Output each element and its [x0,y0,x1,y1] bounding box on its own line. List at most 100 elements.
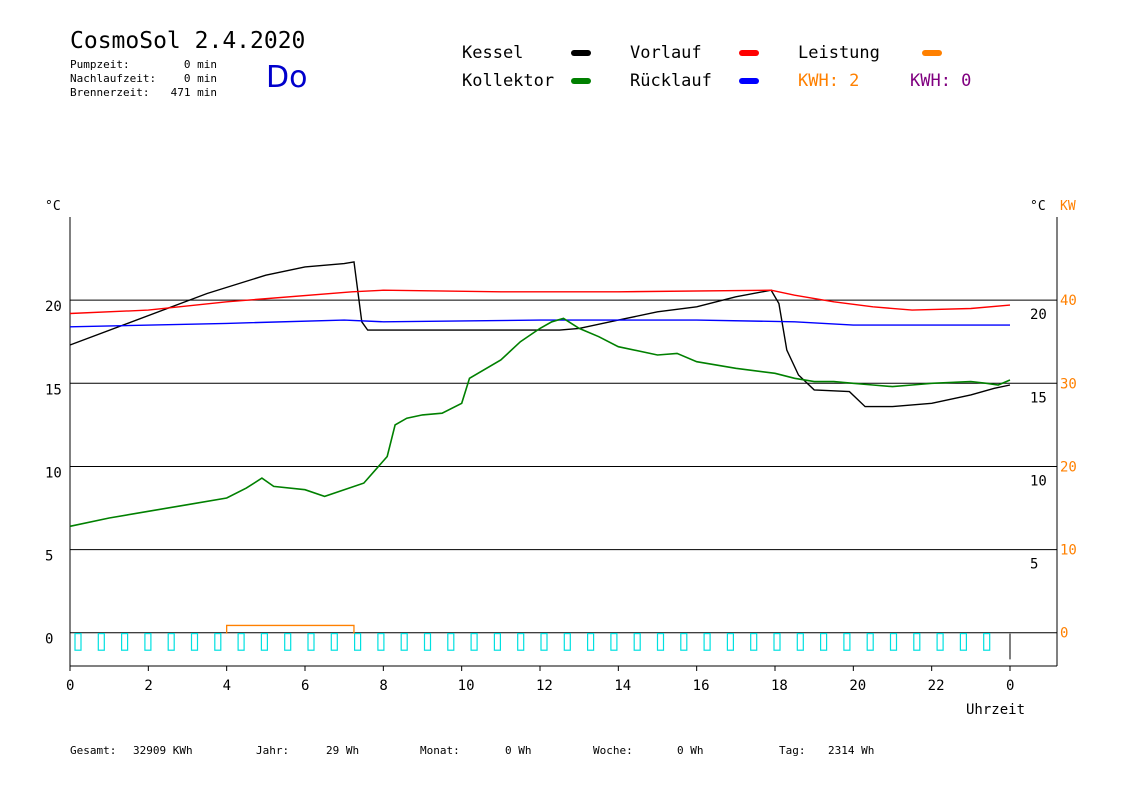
pump-marker [97,632,105,651]
pump-marker [74,632,82,651]
y-tick-kw: 40 [1060,293,1077,309]
pump-marker [167,632,175,651]
pump-marker [913,632,921,651]
legend-label-leistung: Leistung [798,43,880,63]
footer-value-jahr: 29 Wh [326,744,360,757]
y-tick-right: 20 [1030,307,1047,323]
series-kessel [69,261,1011,408]
kwh-value-2: KWH: 0 [910,71,972,91]
x-tick-label: 12 [536,678,553,694]
x-tick-label: 0 [1006,678,1014,694]
legend-swatch-vorlauf [739,50,759,56]
pump-marker [563,632,571,651]
pump-marker [819,632,828,651]
pump-marker [773,632,781,651]
y-tick-kw: 30 [1060,376,1077,392]
kwh-value-1: KWH: 2 [798,71,860,91]
pump-marker [377,632,385,651]
x-tick-label: 8 [379,678,387,694]
pump-marker [120,632,129,651]
y-tick-right: 15 [1030,390,1047,406]
pump-marker [447,632,455,651]
pump-marker [983,632,991,651]
pump-marker [889,632,898,651]
pump-marker [144,632,152,651]
legend-label-kollektor: Kollektor [462,71,555,91]
info-label: Nachlaufzeit: [70,72,157,85]
y-axis-label-right: °C [1030,199,1046,214]
pump-marker [237,632,245,651]
info-label: Brennerzeit: [70,86,150,99]
info-row: Nachlaufzeit: [70,72,156,86]
footer-value-monat: 0 Wh [505,744,532,757]
pump-marker [656,632,665,651]
pump-marker [214,632,222,651]
pump-marker [540,632,548,651]
x-tick-label: 16 [693,678,710,694]
info-row: Pumpzeit: [70,58,130,72]
pump-marker [866,632,874,651]
pump-marker [423,632,432,651]
pump-marker [843,632,851,651]
footer-label-monat: Monat: [420,744,460,757]
pump-marker [517,632,525,651]
pump-marker [400,632,408,651]
pump-marker [307,632,315,651]
pump-marker [493,632,501,651]
y-tick-left: 15 [45,382,62,398]
pump-marker [680,632,688,651]
pump-marker [726,632,735,651]
pump-marker [354,632,362,651]
info-value: 471 min [170,86,217,99]
y-tick-left: 10 [45,465,62,481]
y-tick-kw: 20 [1060,459,1077,475]
x-axis-label: Uhrzeit [966,702,1025,718]
x-tick-label: 22 [928,678,945,694]
y-tick-left: 0 [45,632,53,648]
info-label: Pumpzeit: [70,58,130,71]
x-tick-label: 6 [301,678,309,694]
footer-label-tag: Tag: [779,744,806,757]
legend-label-vorlauf: Vorlauf [630,43,702,63]
pump-marker [470,632,478,651]
y-tick-right: 5 [1030,557,1038,573]
pump-marker [959,632,968,651]
pump-marker [750,632,758,651]
weekday-label: Do [266,60,308,95]
y-tick-kw: 10 [1060,543,1077,559]
y-tick-left: 5 [45,549,53,565]
pump-marker [190,632,199,651]
series-ruecklauf [69,319,1010,328]
footer-label-jahr: Jahr: [256,744,290,757]
x-tick-label: 18 [771,678,788,694]
y-tick-right: 10 [1030,473,1047,489]
pump-marker [284,632,292,651]
pump-marker [586,632,595,651]
legend-label-ruecklauf: Rücklauf [630,71,712,91]
x-tick-label: 10 [458,678,475,694]
x-tick-label: 4 [223,678,231,694]
footer-label-gesamt: Gesamt: [70,744,117,757]
legend-swatch-kessel [571,50,591,56]
x-tick-label: 2 [144,678,152,694]
footer-value-gesamt: 32909 KWh [133,744,193,757]
series-vorlauf [69,289,1011,315]
pump-marker [330,632,338,651]
info-row: Brennerzeit: [70,86,149,100]
y-axis-label-kw: KW [1060,199,1076,214]
pump-marker [260,632,268,651]
pump-marker [703,632,711,651]
y-tick-left: 20 [45,299,62,315]
footer-value-tag: 2314 Wh [828,744,875,757]
series-kollektor [69,317,1011,528]
pump-marker [610,632,618,651]
legend-swatch-kollektor [571,78,591,84]
x-tick-label: 14 [614,678,631,694]
pump-marker [633,632,641,651]
y-axis-label-left: °C [45,199,61,214]
x-tick-label: 0 [66,678,74,694]
footer-label-woche: Woche: [593,744,633,757]
page-title: CosmoSol 2.4.2020 [70,28,306,54]
legend-swatch-ruecklauf [739,78,759,84]
